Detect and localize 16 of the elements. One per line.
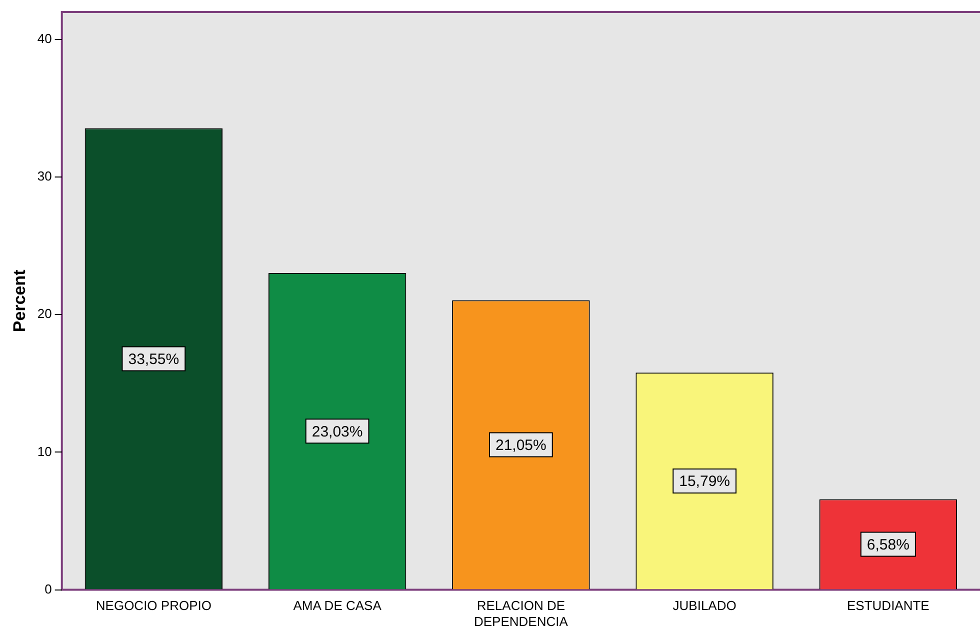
x-tick-label: AMA DE CASA xyxy=(293,598,382,614)
x-tick-label: RELACION DE DEPENDENCIA xyxy=(474,598,568,629)
data-label: 33,55% xyxy=(128,350,180,368)
data-label: 6,58% xyxy=(866,536,910,554)
data-label: 15,79% xyxy=(679,473,730,490)
x-tick-label: NEGOCIO PROPIO xyxy=(96,598,212,614)
data-label: 23,03% xyxy=(312,423,363,440)
data-label: 21,05% xyxy=(495,436,546,454)
y-axis-title: Percent xyxy=(10,269,29,332)
y-tick-label: 40 xyxy=(37,31,52,46)
y-tick-label: 10 xyxy=(37,444,52,459)
y-tick-label: 30 xyxy=(37,168,52,184)
y-tick-label: 0 xyxy=(44,581,52,596)
y-tick-label: 20 xyxy=(37,306,52,322)
x-tick-label: JUBILADO xyxy=(672,598,736,614)
x-tick-label: ESTUDIANTE xyxy=(847,598,930,614)
